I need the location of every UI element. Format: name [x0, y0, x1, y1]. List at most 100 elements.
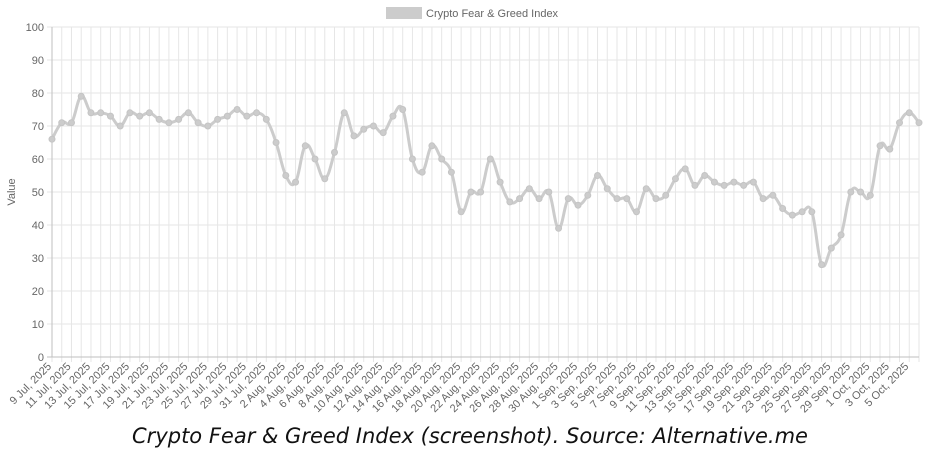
y-tick-label: 10 [32, 319, 44, 331]
data-point [710, 178, 718, 186]
data-point [477, 188, 485, 196]
data-point [662, 191, 670, 199]
data-point [262, 115, 270, 123]
data-point [779, 205, 787, 212]
data-point [233, 106, 241, 113]
data-point [223, 112, 231, 120]
data-point [818, 261, 826, 269]
data-point [652, 195, 660, 203]
data-point [145, 109, 153, 117]
data-point [321, 175, 329, 183]
series-fear-greed [48, 92, 923, 269]
data-point [632, 208, 640, 216]
data-point [506, 198, 514, 206]
data-point [457, 208, 465, 216]
data-point [136, 112, 144, 120]
data-point [759, 195, 767, 203]
data-point [486, 155, 494, 163]
data-point [749, 178, 757, 186]
y-tick-label: 100 [26, 22, 44, 34]
data-point [301, 142, 309, 150]
legend[interactable]: Crypto Fear & Greed Index [386, 7, 559, 20]
data-point [740, 181, 748, 189]
data-point [857, 188, 865, 196]
y-tick-label: 80 [32, 88, 44, 100]
data-point [243, 112, 251, 120]
y-tick-label: 70 [32, 121, 44, 133]
data-point [730, 178, 738, 186]
data-point [399, 106, 407, 113]
data-point [438, 155, 446, 163]
data-point [331, 148, 339, 156]
legend-swatch [386, 7, 422, 19]
y-tick-label: 60 [32, 154, 44, 166]
data-point [613, 195, 621, 203]
data-point [886, 145, 894, 153]
y-tick-label: 20 [32, 286, 44, 298]
data-point [574, 201, 582, 209]
data-point [369, 122, 377, 130]
y-tick-label: 40 [32, 220, 44, 232]
data-point [292, 178, 300, 186]
data-point [701, 172, 709, 179]
data-point [67, 119, 75, 127]
data-point [350, 132, 358, 140]
data-point [360, 125, 368, 133]
data-point [418, 168, 426, 176]
y-tick-label: 30 [32, 253, 44, 265]
y-axis-label: Value [6, 178, 18, 205]
data-point [175, 115, 183, 123]
data-point [876, 142, 884, 150]
data-point [915, 119, 923, 127]
data-point [214, 115, 222, 123]
data-point [165, 119, 173, 127]
data-point [905, 109, 913, 117]
data-point [837, 231, 845, 239]
data-point [623, 195, 631, 203]
data-point [184, 109, 192, 117]
data-point [603, 185, 611, 193]
data-point [642, 185, 650, 193]
data-point [525, 185, 533, 193]
data-point [847, 188, 855, 196]
data-point [340, 109, 348, 117]
data-point [545, 188, 553, 196]
data-point [97, 109, 105, 117]
data-point [87, 109, 95, 117]
data-point [671, 175, 679, 183]
data-point [866, 191, 874, 199]
y-tick-label: 50 [32, 187, 44, 199]
data-point [408, 155, 416, 163]
data-point [808, 208, 816, 216]
series-line [50, 94, 921, 268]
legend-label: Crypto Fear & Greed Index [426, 8, 559, 20]
data-point [77, 92, 85, 100]
data-point [720, 181, 728, 189]
chart-caption: Crypto Fear & Greed Index (screenshot). … [132, 424, 808, 448]
data-point [194, 119, 202, 127]
data-point [594, 172, 602, 179]
data-point [204, 122, 212, 130]
data-point [447, 168, 455, 176]
data-point [272, 139, 280, 146]
data-point [106, 112, 114, 120]
data-point [691, 181, 699, 189]
data-point [116, 122, 124, 130]
data-point [155, 115, 163, 123]
data-point [516, 195, 524, 203]
y-tick-label: 90 [32, 55, 44, 67]
data-point [58, 119, 66, 127]
data-point [379, 129, 387, 137]
data-point [126, 109, 134, 117]
data-point [311, 155, 319, 163]
data-point [564, 195, 572, 203]
data-point [282, 172, 290, 179]
data-point [769, 191, 777, 199]
data-point [827, 244, 835, 252]
data-point [496, 178, 504, 186]
data-point [535, 195, 543, 203]
data-point [896, 119, 904, 127]
data-point [253, 109, 261, 117]
